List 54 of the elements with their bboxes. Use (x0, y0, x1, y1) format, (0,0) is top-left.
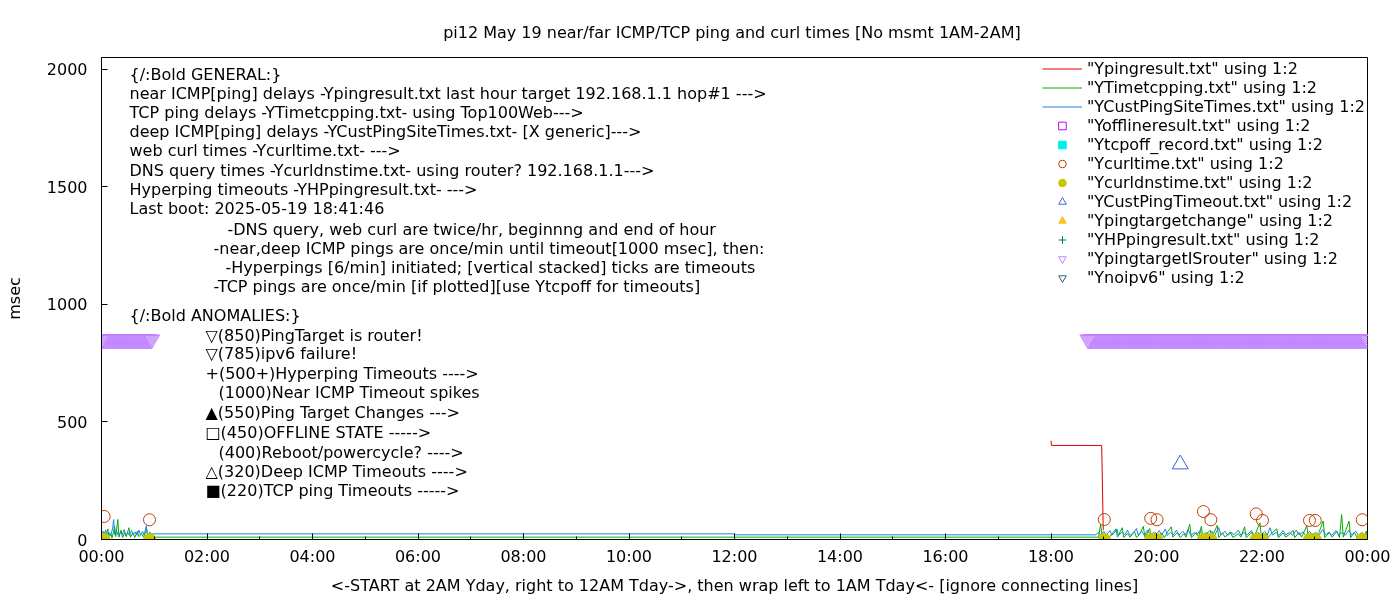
annotation: (1000)Near ICMP Timeout spikes (218, 383, 480, 402)
legend-label: "Yofflineresult.txt" using 1:2 (1086, 116, 1311, 135)
x-tick-label: 00:00 (1344, 546, 1391, 566)
annotation: ▲(550)Ping Target Changes ---> (205, 403, 460, 422)
annotation: +(500+)Hyperping Timeouts ----> (205, 364, 479, 383)
y-tick-label: 1500 (46, 177, 88, 197)
annotation: ▽(850)PingTarget is router! (205, 326, 423, 345)
legend-label: "Ypingresult.txt" using 1:2 (1086, 59, 1298, 78)
annotation: near ICMP[ping] delays -Ypingresult.txt last hour target 192.168.1.1 hop#1 ---> (129, 84, 767, 103)
legend-label: "YCustPingTimeout.txt" using 1:2 (1086, 192, 1353, 211)
x-tick-label: 16:00 (922, 546, 969, 566)
annotation: {/:Bold GENERAL:} (129, 65, 282, 84)
annotation: DNS query times -Ycurldnstime.txt- using router? 192.168.1.1---> (129, 161, 655, 180)
annotation: ■(220)TCP ping Timeouts -----> (205, 481, 460, 500)
annotation: □(450)OFFLINE STATE -----> (205, 423, 432, 442)
legend-label: "Ycurldnstime.txt" using 1:2 (1086, 173, 1313, 192)
x-tick-label: 18:00 (1027, 546, 1075, 566)
legend-label: "Ypingtargetchange" using 1:2 (1086, 211, 1334, 230)
annotation: -DNS query, web curl are twice/hr, beginnng and end of hour (227, 220, 717, 239)
x-tick-label: 08:00 (500, 546, 547, 566)
x-tick-label: 06:00 (394, 546, 442, 566)
y-tick-label: 1000 (46, 295, 88, 315)
legend-label: "Ytcpoff_record.txt" using 1:2 (1086, 135, 1323, 154)
line-series (1050, 440, 1104, 531)
annotation: web curl times -Ycurltime.txt- ---> (129, 141, 401, 160)
y-tick-label: 500 (56, 412, 88, 432)
x-tick-label: 10:00 (605, 546, 653, 566)
annotation: Last boot: 2025-05-19 18:41:46 (129, 199, 385, 218)
y-tick-label: 2000 (46, 60, 88, 80)
x-tick-label: 12:00 (711, 546, 758, 566)
annotation: TCP ping delays -YTimetcpping.txt- using Top100Web---> (128, 103, 584, 122)
x-tick-label: 14:00 (816, 546, 864, 566)
legend-label: "YHPpingresult.txt" using 1:2 (1086, 230, 1320, 249)
x-tick-label: 04:00 (289, 546, 336, 566)
annotation: deep ICMP[ping] delays -YCustPingSiteTimes.txt- [X generic]---> (129, 122, 642, 141)
annotation: -TCP pings are once/min [if plotted][use Ytcpoff for timeouts] (213, 277, 701, 296)
chart-title: pi12 May 19 near/far ICMP/TCP ping and curl times [No msmt 1AM-2AM] (443, 23, 1021, 42)
annotation: ▽(785)ipv6 failure! (205, 344, 358, 363)
annotation: (400)Reboot/powercycle? ----> (218, 443, 464, 462)
x-axis-title: <-START at 2AM Yday, right to 12AM Tday->, then wrap left to 1AM Tday<- [ignore connecting lines] (330, 575, 1139, 595)
x-tick-label: 20:00 (1133, 546, 1180, 566)
x-tick-label: 22:00 (1238, 546, 1286, 566)
annotation: -near,deep ICMP pings are once/min until timeout[1000 msec], then: (213, 239, 765, 258)
legend-label: "YTimetcpping.txt" using 1:2 (1086, 78, 1317, 97)
legend-label: "YCustPingSiteTimes.txt" using 1:2 (1086, 97, 1365, 116)
legend-label: "YpingtargetISrouter" using 1:2 (1086, 249, 1338, 268)
annotation: Hyperping timeouts -YHPpingresult.txt- ---> (129, 180, 478, 199)
x-tick-label: 02:00 (183, 546, 231, 566)
legend-label: "Ynoipv6" using 1:2 (1086, 268, 1245, 287)
annotation: -Hyperpings [6/min] initiated; [vertical stacked] ticks are timeouts (225, 258, 756, 277)
annotation: △(320)Deep ICMP Timeouts ----> (205, 462, 468, 481)
y-axis-title: msec (4, 277, 24, 320)
legend-label: "Ycurltime.txt" using 1:2 (1086, 154, 1284, 173)
annotation: {/:Bold ANOMALIES:} (129, 306, 301, 325)
